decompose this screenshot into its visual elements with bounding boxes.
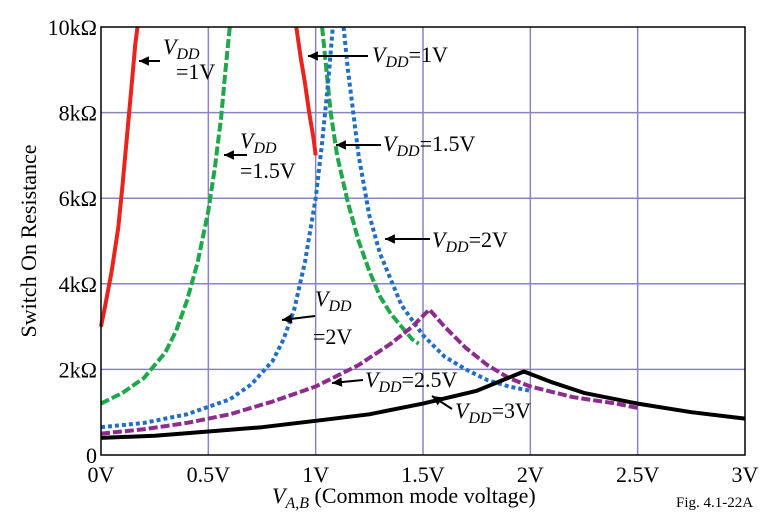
annotation-vdd15-left-line1: VDD	[240, 128, 277, 157]
arrow-vdd15-left-head	[224, 150, 234, 160]
y-tick-label-2: 4kΩ	[59, 272, 97, 297]
series-line-vdd15-pmos	[320, 26, 420, 346]
arrow-vdd2-left-head	[282, 314, 293, 324]
annotation-vdd2-left-line1: VDD	[315, 286, 352, 315]
annotation-vdd15-right: VDD=1.5V	[383, 131, 475, 160]
x-tick-label-0: 0V	[88, 462, 115, 487]
arrow-vdd2-right-head	[385, 234, 395, 244]
annotation-vdd3: VDD=3V	[455, 398, 531, 427]
x-axis-title-sub: A,B	[284, 495, 309, 512]
series-line-vdd1-pmos	[294, 26, 318, 156]
x-tick-label-5: 2.5V	[616, 462, 660, 487]
series-line-vdd2-nmos	[100, 26, 335, 430]
series-line-vdd3	[100, 369, 746, 440]
annotation-vdd15-left-line2: =1.5V	[240, 158, 296, 183]
y-axis-title: Switch On Resistance	[16, 144, 41, 337]
y-tick-label-0: 0	[86, 443, 97, 468]
series-line-vdd2-pmos	[341, 26, 531, 393]
annotation-vdd1-right: VDD=1V	[372, 42, 448, 71]
x-tick-label-2: 1V	[302, 462, 329, 487]
series-line-vdd1-nmos	[99, 26, 140, 327]
annotation-vdd25: VDD=2.5V	[365, 367, 457, 396]
x-tick-label-3: 1.5V	[401, 462, 445, 487]
series-line-vdd25	[100, 307, 639, 436]
y-tick-label-5: 10kΩ	[48, 15, 97, 40]
arrow-vdd3-head	[432, 396, 443, 406]
x-tick-label-4: 2V	[517, 462, 544, 487]
annotation-vdd2-right: VDD=2V	[432, 227, 508, 256]
arrow-vdd15-right-head	[336, 140, 346, 150]
series-group	[99, 26, 746, 440]
x-tick-label-6: 3V	[732, 462, 759, 487]
annotation-vdd1-left-line1: VDD	[163, 34, 200, 63]
x-tick-label-1: 0.5V	[187, 462, 231, 487]
arrow-vdd1-right-head	[308, 51, 318, 61]
arrow-vdd25-head	[332, 377, 343, 387]
arrow-vdd1-left-head	[139, 56, 149, 66]
x-axis-title-rest: (Common mode voltage)	[309, 483, 536, 508]
annotation-vdd1-left-line2: =1V	[176, 59, 215, 84]
x-axis-title: VA,B (Common mode voltage)	[272, 483, 536, 512]
x-tick-labels: 0V 0.5V 1V 1.5V 2V 2.5V 3V	[88, 462, 759, 487]
series-line-vdd15-nmos	[100, 26, 232, 406]
annotation-arrows	[139, 51, 453, 410]
y-tick-labels: 0 2kΩ 4kΩ 6kΩ 8kΩ 10kΩ	[48, 15, 97, 468]
y-tick-label-1: 2kΩ	[59, 357, 97, 382]
figure-label: Fig. 4.1-22A	[676, 495, 753, 511]
x-axis-title-main: V	[272, 483, 288, 508]
y-tick-label-4: 8kΩ	[59, 101, 97, 126]
y-tick-label-3: 6kΩ	[59, 186, 97, 211]
plot-frame	[100, 26, 746, 456]
annotation-vdd2-left-line2: =2V	[313, 324, 352, 349]
